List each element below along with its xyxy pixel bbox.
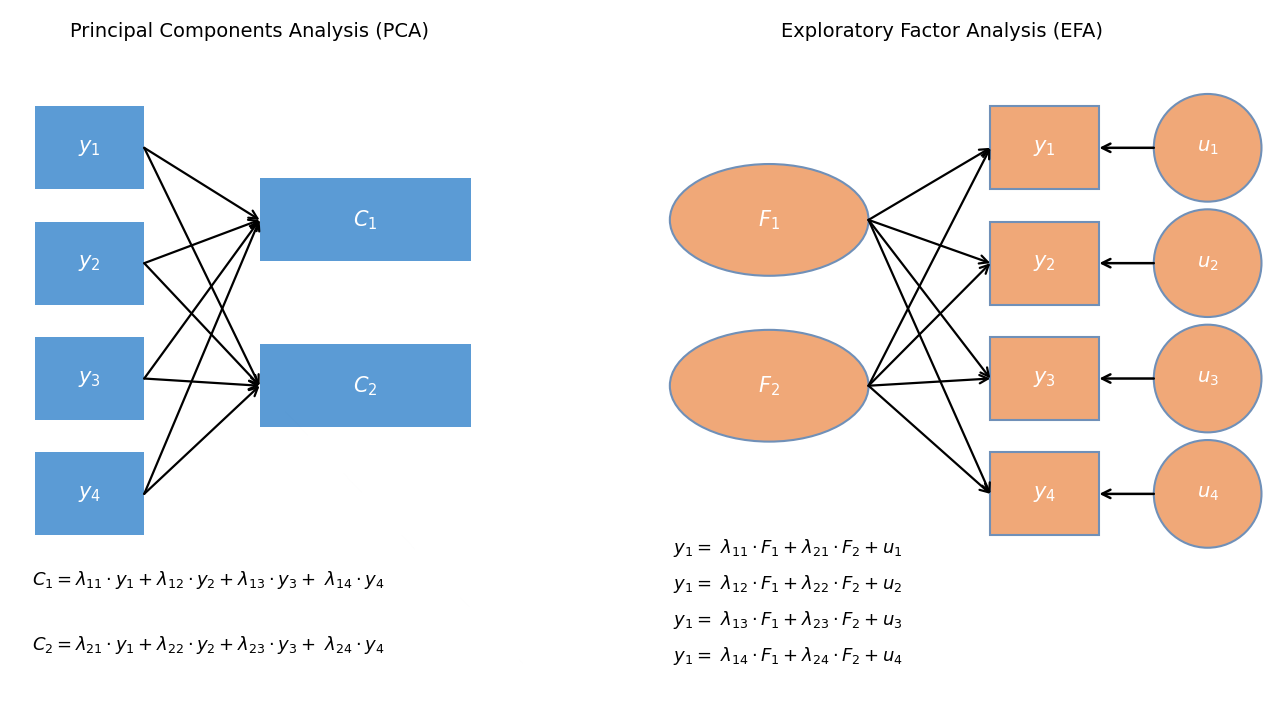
- FancyBboxPatch shape: [36, 453, 145, 535]
- Text: $u_4$: $u_4$: [1196, 485, 1219, 503]
- FancyBboxPatch shape: [990, 106, 1099, 189]
- Text: $y_4$: $y_4$: [78, 484, 101, 504]
- Ellipse shape: [669, 329, 869, 441]
- Text: $y_1$: $y_1$: [78, 138, 101, 158]
- Text: $y_2$: $y_2$: [78, 253, 101, 273]
- Text: $F_1$: $F_1$: [758, 208, 781, 231]
- Text: $F_2$: $F_2$: [758, 374, 781, 397]
- Text: $C_2 = \lambda_{21} \cdot y_1 + \lambda_{22} \cdot y_2 + \lambda_{23} \cdot y_3 : $C_2 = \lambda_{21} \cdot y_1 + \lambda_…: [32, 634, 385, 656]
- Text: $u_2$: $u_2$: [1197, 254, 1218, 273]
- FancyBboxPatch shape: [990, 337, 1099, 420]
- Text: Exploratory Factor Analysis (EFA): Exploratory Factor Analysis (EFA): [781, 22, 1104, 40]
- Ellipse shape: [1154, 209, 1261, 317]
- Text: $y_4$: $y_4$: [1033, 484, 1056, 504]
- FancyBboxPatch shape: [36, 337, 145, 420]
- Ellipse shape: [1154, 324, 1261, 433]
- Ellipse shape: [1154, 440, 1261, 548]
- Text: $u_3$: $u_3$: [1196, 369, 1219, 388]
- Text: $y_1 = \ \lambda_{14} \cdot F_1 + \lambda_{24} \cdot F_2 + u_4$: $y_1 = \ \lambda_{14} \cdot F_1 + \lambd…: [673, 645, 903, 667]
- FancyBboxPatch shape: [990, 222, 1099, 304]
- Text: Principal Components Analysis (PCA): Principal Components Analysis (PCA): [71, 22, 429, 40]
- Ellipse shape: [1154, 94, 1261, 202]
- Text: $y_1 = \ \lambda_{12} \cdot F_1 + \lambda_{22} \cdot F_2 + u_2$: $y_1 = \ \lambda_{12} \cdot F_1 + \lambd…: [673, 573, 903, 595]
- Text: $u_1$: $u_1$: [1197, 138, 1218, 157]
- Text: $y_2$: $y_2$: [1033, 253, 1056, 273]
- FancyBboxPatch shape: [990, 453, 1099, 535]
- FancyBboxPatch shape: [259, 178, 470, 262]
- Text: $C_1$: $C_1$: [353, 208, 378, 231]
- Text: $y_1 = \ \lambda_{13} \cdot F_1 + \lambda_{23} \cdot F_2 + u_3$: $y_1 = \ \lambda_{13} \cdot F_1 + \lambd…: [673, 609, 903, 631]
- Text: $C_2$: $C_2$: [353, 374, 378, 397]
- Text: $y_3$: $y_3$: [78, 368, 101, 389]
- FancyBboxPatch shape: [36, 222, 145, 304]
- Text: $y_3$: $y_3$: [1033, 368, 1056, 389]
- Text: $y_1$: $y_1$: [1033, 138, 1056, 158]
- FancyBboxPatch shape: [259, 344, 470, 427]
- FancyBboxPatch shape: [36, 106, 145, 189]
- Text: $C_1 = \lambda_{11} \cdot y_1 + \lambda_{12} \cdot y_2 + \lambda_{13} \cdot y_3 : $C_1 = \lambda_{11} \cdot y_1 + \lambda_…: [32, 570, 385, 591]
- Ellipse shape: [669, 164, 869, 276]
- Text: $y_1 = \ \lambda_{11} \cdot F_1 + \lambda_{21} \cdot F_2 + u_1$: $y_1 = \ \lambda_{11} \cdot F_1 + \lambd…: [673, 537, 903, 559]
